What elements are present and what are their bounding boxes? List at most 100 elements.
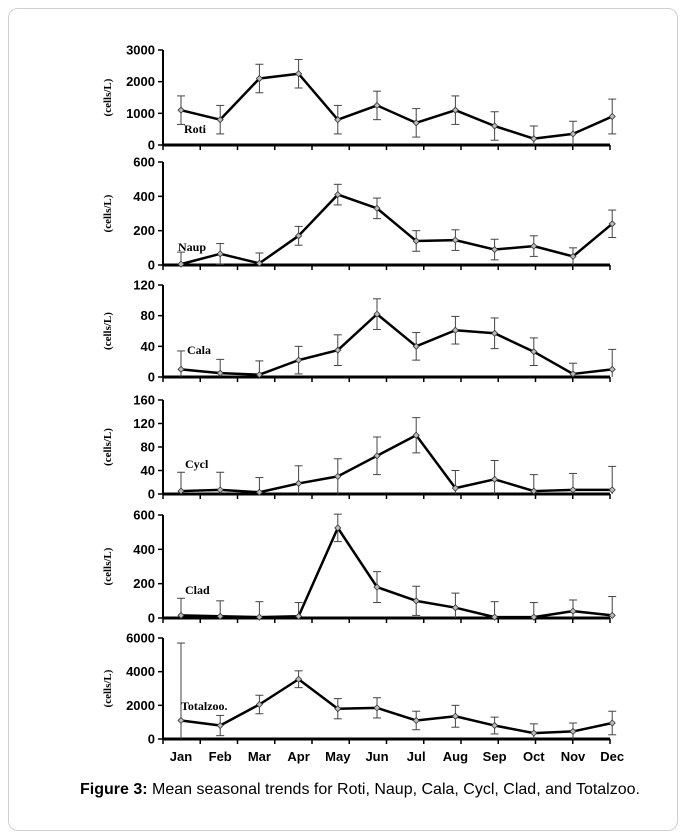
data-point-6-8: [491, 721, 499, 730]
series-line-4: [180, 434, 613, 494]
data-point-1-0: [177, 106, 185, 114]
series-label-2: Naup: [178, 240, 206, 254]
data-point-5-1: [216, 612, 224, 620]
series-line-2: [180, 193, 613, 266]
data-point-5-9: [530, 613, 538, 621]
series-line-6: [180, 677, 613, 735]
month-label-jan: Jan: [170, 749, 192, 764]
month-label-jul: Jul: [407, 749, 426, 764]
y-tick-label-2-1: 200: [133, 223, 155, 238]
data-point-1-9: [530, 135, 538, 143]
data-point-2-4: [334, 191, 342, 199]
month-label-oct: Oct: [523, 749, 545, 764]
data-point-5-3: [295, 612, 303, 620]
data-point-1-3: [295, 70, 303, 78]
series-label-3: Cala: [187, 343, 211, 357]
y-tick-label-4-1: 40: [141, 463, 155, 478]
data-point-2-9: [530, 242, 538, 250]
month-label-jun: Jun: [365, 749, 388, 764]
data-point-2-10: [569, 252, 577, 260]
data-point-4-1: [216, 486, 224, 494]
y-tick-label-3-1: 40: [141, 339, 155, 354]
data-point-6-4: [334, 705, 342, 713]
month-label-dec: Dec: [600, 749, 624, 764]
data-point-3-7: [451, 326, 459, 334]
y-axis-label-3: (cells/L): [102, 312, 114, 350]
data-point-6-0: [177, 716, 185, 725]
data-point-4-7: [451, 484, 459, 492]
month-label-may: May: [325, 749, 351, 764]
data-point-3-0: [177, 365, 185, 373]
data-point-5-6: [412, 597, 420, 605]
y-tick-label-4-2: 80: [141, 440, 155, 455]
data-point-6-1: [216, 721, 224, 730]
caption-label: Figure 3:: [80, 781, 148, 798]
y-tick-label-1-2: 2000: [126, 74, 155, 89]
data-point-5-0: [177, 611, 185, 619]
data-point-4-10: [569, 486, 577, 494]
y-tick-label-1-0: 0: [148, 138, 155, 153]
data-point-4-8: [491, 475, 499, 483]
data-point-4-11: [608, 486, 616, 494]
data-point-3-3: [295, 356, 303, 364]
data-point-2-5: [373, 204, 381, 212]
data-point-5-7: [451, 604, 459, 612]
y-tick-label-4-4: 160: [133, 393, 155, 408]
data-point-5-5: [373, 583, 381, 591]
data-point-5-10: [569, 607, 577, 615]
caption-text: Mean seasonal trends for Roti, Naup, Cal…: [152, 781, 640, 798]
y-tick-label-6-1: 2000: [126, 698, 155, 713]
data-point-5-8: [491, 613, 499, 621]
data-point-4-0: [177, 487, 185, 495]
data-point-3-8: [491, 329, 499, 337]
y-tick-label-5-2: 400: [133, 542, 155, 557]
data-point-2-3: [295, 232, 303, 240]
data-point-1-5: [373, 101, 381, 109]
data-point-4-3: [295, 479, 303, 487]
y-tick-label-4-3: 120: [133, 416, 155, 431]
month-label-mar: Mar: [248, 749, 271, 764]
data-point-3-11: [608, 365, 616, 373]
series-line-3: [180, 312, 613, 376]
data-point-1-7: [451, 106, 459, 114]
data-point-3-4: [334, 346, 342, 354]
data-point-2-1: [216, 250, 224, 258]
data-point-5-2: [255, 613, 263, 621]
y-tick-label-2-2: 400: [133, 189, 155, 204]
data-point-4-9: [530, 487, 538, 495]
y-tick-label-3-2: 80: [141, 308, 155, 323]
y-tick-label-2-3: 600: [133, 155, 155, 170]
data-point-4-6: [412, 431, 420, 439]
data-point-6-11: [608, 719, 616, 727]
series-label-6: Totalzoo.: [181, 699, 228, 713]
data-point-6-7: [451, 712, 459, 720]
data-point-1-4: [334, 116, 342, 124]
seasonal-trends-figure: 0100020003000(cells/L)Roti0200400600(cel…: [102, 43, 624, 765]
y-axis-label-1: (cells/L): [102, 78, 114, 116]
y-axis-label-5: (cells/L): [102, 547, 114, 585]
series-line-1: [180, 72, 613, 140]
month-label-nov: Nov: [561, 749, 586, 764]
y-tick-label-6-3: 6000: [126, 631, 155, 646]
data-point-2-8: [491, 245, 499, 254]
y-tick-label-3-0: 0: [148, 370, 155, 385]
data-point-2-6: [412, 237, 420, 245]
data-point-6-3: [295, 675, 303, 683]
y-tick-label-6-0: 0: [148, 732, 155, 747]
data-point-6-2: [255, 700, 263, 709]
data-point-6-9: [530, 729, 538, 737]
y-tick-label-1-3: 3000: [126, 43, 155, 58]
data-point-1-8: [491, 122, 499, 130]
data-point-5-11: [608, 611, 616, 619]
month-label-feb: Feb: [209, 749, 232, 764]
data-point-3-9: [530, 348, 538, 356]
series-label-5: Clad: [185, 583, 210, 597]
month-label-apr: Apr: [287, 749, 309, 764]
data-point-6-5: [373, 704, 381, 712]
y-axis-label-4: (cells/L): [102, 428, 114, 466]
series-line-5: [180, 526, 613, 619]
data-point-1-1: [216, 116, 224, 124]
y-axis-label-2: (cells/L): [102, 194, 114, 232]
y-tick-label-1-1: 1000: [126, 106, 155, 121]
month-label-sep: Sep: [483, 749, 507, 764]
